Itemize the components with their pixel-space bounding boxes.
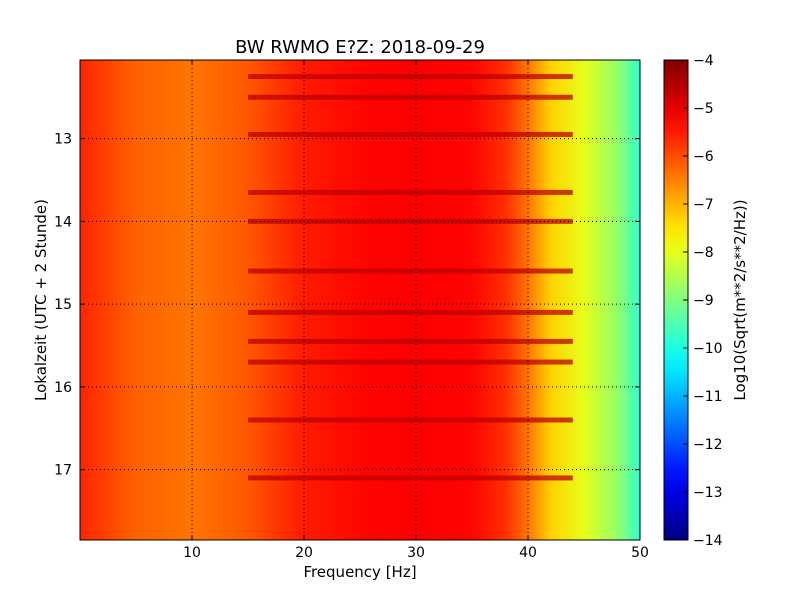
x-tick-label: 40 (519, 545, 537, 561)
spectrogram-band (248, 417, 573, 423)
plot-area (80, 60, 640, 540)
x-tick-label: 50 (631, 545, 649, 561)
x-tick-label: 30 (407, 545, 425, 561)
colorbar-tick-label: −7 (693, 197, 714, 213)
spectrogram-band (248, 74, 573, 80)
y-tick-label: 16 (54, 380, 72, 396)
spectrogram-band (248, 475, 573, 481)
x-tick-label: 20 (295, 545, 313, 561)
y-tick-label: 15 (54, 297, 72, 313)
spectrogram-band (248, 189, 573, 195)
colorbar-tick-label: −10 (693, 341, 723, 357)
spectrogram-background (80, 60, 640, 540)
colorbar-label: Log10(Sqrt(m**2/s**2/Hz)) (731, 199, 749, 400)
spectrogram-band (248, 338, 573, 344)
spectrogram-band (248, 131, 573, 137)
x-axis: 10 20 30 40 50 (183, 60, 649, 561)
grid-lines (80, 60, 640, 540)
spectrogram-band (248, 218, 573, 224)
colorbar-tick-label: −9 (693, 293, 714, 309)
spectrogram-band (248, 309, 573, 315)
y-axis-label: Lokalzeit (UTC + 2 Stunde) (32, 199, 50, 401)
spectrogram-band (248, 359, 573, 365)
spectrogram-band (248, 94, 573, 100)
colorbar-tick-label: −12 (693, 437, 723, 453)
spectrogram-bands (248, 74, 573, 481)
colorbar-tick-label: −14 (693, 533, 723, 549)
y-tick-label: 17 (54, 463, 72, 479)
colorbar-tick-label: −11 (693, 389, 723, 405)
colorbar-tick-label: −6 (693, 149, 714, 165)
colorbar-tick-label: −13 (693, 485, 723, 501)
colorbar-tick-label: −8 (693, 245, 714, 261)
spectrogram-band (248, 268, 573, 274)
plot-frame (79, 59, 641, 541)
colorbar-axis: −4 −5 −6 −7 −8 −9 −10 −11 −12 −13 −14 (683, 53, 723, 549)
colorbar-tick-label: −5 (693, 101, 714, 117)
y-axis: 13 14 15 16 17 (54, 132, 640, 479)
colorbar-tick-label: −4 (693, 53, 714, 69)
y-tick-label: 14 (54, 214, 72, 230)
x-axis-label: Frequency [Hz] (303, 563, 416, 581)
x-tick-label: 10 (183, 545, 201, 561)
chart-title: BW RWMO E?Z: 2018-09-29 (235, 37, 485, 58)
y-tick-label: 13 (54, 132, 72, 148)
